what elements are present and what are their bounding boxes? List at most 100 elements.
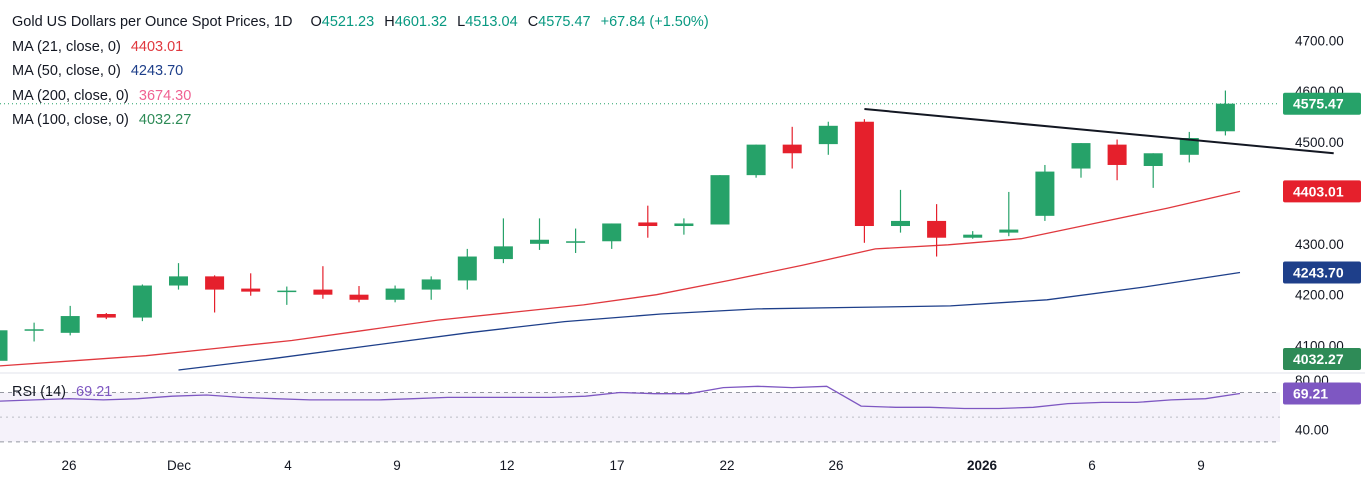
candle-body-6 [205, 276, 225, 290]
time-tick-label-9: 6 [1088, 458, 1096, 473]
price-tag-label-0: 4575.47 [1293, 96, 1344, 112]
candle-21 [746, 144, 766, 178]
candle-15 [530, 218, 549, 250]
price-tick-label-6: 4700.00 [1295, 33, 1344, 48]
ma-21-value: 4403.01 [130, 38, 184, 55]
candle-34 [1215, 90, 1235, 136]
candle-body-3 [96, 314, 116, 318]
candle-body-11 [385, 288, 405, 300]
symbol-row: Gold US Dollars per Ounce Spot Prices, 1… [12, 10, 709, 35]
candle-2 [60, 305, 80, 336]
ma-100-value: 4032.27 [138, 112, 192, 128]
high-value: 4601.32 [394, 14, 448, 30]
candle-body-34 [1215, 103, 1235, 132]
candle-body-27 [963, 234, 983, 238]
price-tag-bg-0 [1283, 92, 1361, 115]
price-tick-label-2: 4300.00 [1295, 237, 1344, 252]
candle-body-22 [782, 144, 802, 154]
rsi-value: 69.21 [76, 384, 113, 400]
candle-body-29 [1035, 171, 1055, 216]
candle-body-4 [132, 285, 152, 318]
price-tag-label-3: 4032.27 [1293, 351, 1344, 367]
price-tag-0: 4575.47 [1283, 92, 1361, 115]
chart-title: Gold US Dollars per Ounce Spot Prices, 1… [12, 14, 293, 30]
candle-20 [710, 175, 730, 225]
candle-body-9 [313, 289, 333, 295]
time-tick-label-6: 22 [719, 458, 734, 473]
candle-body-28 [999, 229, 1019, 233]
candle-28 [999, 191, 1019, 237]
ma-50-value: 4243.70 [130, 63, 184, 79]
time-tick-label-7: 26 [828, 458, 843, 473]
candle-23 [818, 121, 838, 155]
time-tick-label-1: Dec [167, 458, 191, 473]
candle-17 [602, 223, 622, 249]
close-value: 4575.47 [538, 14, 591, 30]
time-tick-label-2: 4 [284, 458, 292, 473]
time-tick-label-8: 2026 [967, 458, 998, 473]
change-value: +67.84 (+1.50%) [600, 14, 709, 30]
ma-200-label: MA (200, close, 0) [12, 87, 129, 104]
rsi-legend[interactable]: RSI (14) 69.21 [12, 384, 112, 400]
high-label: H [384, 14, 395, 30]
price-tag-bg-4 [1283, 382, 1361, 405]
candle-18 [638, 205, 658, 238]
candle-body-26 [927, 220, 947, 238]
price-tag-bg-3 [1283, 348, 1361, 370]
candle-0 [0, 330, 8, 361]
candle-body-33 [1179, 138, 1199, 155]
rsi-band [0, 392, 1280, 442]
candle-3 [96, 312, 116, 320]
close-label: C [527, 14, 539, 30]
price-tag-1: 4403.01 [1283, 180, 1361, 203]
candle-10 [349, 286, 369, 303]
candle-body-20 [710, 175, 730, 225]
time-tick-label-4: 12 [499, 458, 514, 473]
candle-4 [132, 284, 152, 322]
price-tag-label-2: 4243.70 [1293, 264, 1344, 280]
candle-body-8 [277, 290, 297, 293]
candle-19 [674, 218, 694, 235]
candle-body-19 [674, 223, 694, 227]
candle-body-1 [24, 329, 44, 331]
ma-100-label: MA (100, close, 0) [12, 112, 129, 128]
candle-body-16 [566, 241, 586, 243]
time-tick-label-0: 26 [61, 458, 76, 473]
candle-body-7 [241, 288, 261, 292]
price-tag-bg-1 [1283, 180, 1361, 203]
candle-33 [1179, 131, 1199, 163]
ma-21-line [0, 190, 1241, 367]
ma-100-row[interactable]: MA (100, close, 0) 4032.27 [12, 108, 709, 133]
price-tag-4: 69.21 [1283, 382, 1361, 405]
candle-13 [457, 248, 477, 290]
candle-body-31 [1107, 144, 1127, 165]
price-tag-3: 4032.27 [1283, 348, 1361, 370]
candle-24 [854, 119, 874, 243]
chart-legend: Gold US Dollars per Ounce Spot Prices, 1… [12, 10, 709, 133]
candle-5 [169, 263, 188, 290]
price-tick-label-4: 4500.00 [1295, 135, 1344, 150]
candle-32 [1143, 153, 1163, 188]
candle-16 [566, 228, 586, 253]
ma-200-value: 3674.30 [138, 87, 192, 104]
candle-body-2 [60, 316, 80, 333]
ma-21-row[interactable]: MA (21, close, 0) 4403.01 [12, 35, 709, 60]
candle-22 [782, 126, 802, 169]
price-tick-label-1: 4200.00 [1295, 288, 1344, 303]
ma-200-row[interactable]: MA (200, close, 0) 3674.30 [12, 84, 709, 109]
candle-body-23 [818, 125, 838, 145]
candle-30 [1071, 143, 1091, 178]
time-tick-label-10: 9 [1197, 458, 1205, 473]
ma-50-row[interactable]: MA (50, close, 0) 4243.70 [12, 59, 709, 84]
candle-body-10 [349, 294, 369, 300]
candle-body-14 [493, 246, 513, 260]
rsi-label: RSI (14) [12, 384, 66, 400]
ma-50-line [178, 271, 1241, 371]
price-tag-2: 4243.70 [1283, 261, 1361, 284]
ma-50-label: MA (50, close, 0) [12, 63, 121, 79]
candle-31 [1107, 139, 1127, 181]
candle-body-25 [891, 220, 910, 227]
candle-body-5 [169, 276, 188, 286]
price-tag-bg-2 [1283, 261, 1361, 284]
